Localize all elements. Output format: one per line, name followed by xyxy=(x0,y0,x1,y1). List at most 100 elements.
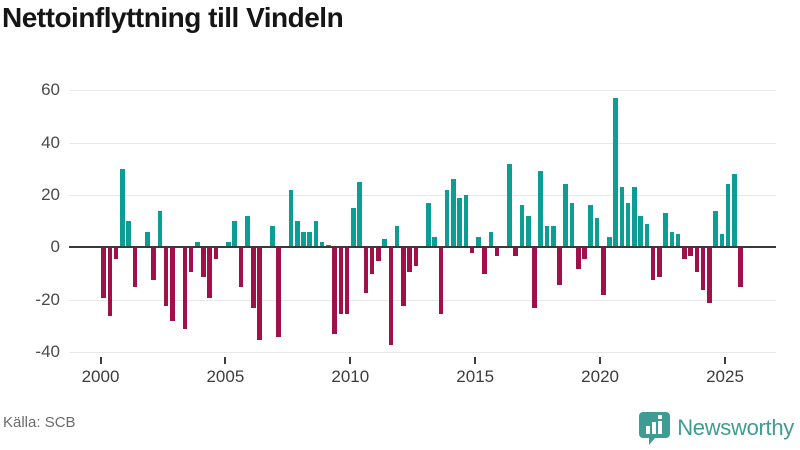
y-tick-label: 60 xyxy=(41,80,60,100)
x-tick-mark xyxy=(99,357,102,364)
chart-title: Nettoinflyttning till Vindeln xyxy=(2,2,344,33)
bar-2019-q2 xyxy=(582,248,587,259)
bar-2023-q1 xyxy=(675,234,681,248)
bar-2011-q3 xyxy=(388,248,394,345)
x-tick-mark xyxy=(474,357,477,364)
bar-2006-q1 xyxy=(251,248,256,309)
bar-2006-q2 xyxy=(257,248,263,340)
x-tick-label: 2000 xyxy=(81,367,120,386)
bar-2014-q3 xyxy=(463,194,469,248)
bar-2012-q3 xyxy=(413,248,419,267)
zero-line xyxy=(69,246,776,249)
gridline xyxy=(69,194,776,196)
bar-2003-q2 xyxy=(182,248,188,330)
x-tick-label: 2015 xyxy=(456,367,495,386)
bar-2017-q4 xyxy=(544,226,550,248)
bar-2023-q2 xyxy=(682,248,687,259)
bar-2016-q2 xyxy=(507,163,512,248)
bar-2021-q1 xyxy=(625,202,631,248)
bar-2008-q4 xyxy=(319,241,325,248)
bar-2009-q1 xyxy=(326,244,331,248)
bar-2000-q3 xyxy=(113,248,119,259)
bar-2019-q4 xyxy=(594,218,600,248)
bar-2010-q2 xyxy=(357,181,362,248)
bar-2024-q3 xyxy=(713,210,718,248)
bar-2004-q3 xyxy=(213,248,219,259)
bar-2008-q3 xyxy=(313,221,319,248)
bar-2011-q1 xyxy=(376,248,381,262)
bar-2017-q1 xyxy=(525,215,531,248)
bar-2005-q3 xyxy=(238,248,244,288)
bar-2004-q1 xyxy=(201,248,206,277)
bar-2022-q1 xyxy=(650,248,656,280)
bar-2015-q4 xyxy=(494,248,500,257)
bar-2015-q2 xyxy=(482,248,487,275)
bar-2007-q1 xyxy=(276,248,281,338)
bar-2008-q1 xyxy=(301,231,306,248)
bar-2009-q2 xyxy=(332,248,337,335)
bar-2025-q3 xyxy=(738,248,743,288)
bar-2008-q2 xyxy=(307,231,312,248)
logo-wordmark: Newsworthy xyxy=(677,415,794,440)
bar-2010-q1 xyxy=(351,207,356,248)
bar-chart-pin-icon xyxy=(639,411,671,445)
bar-2018-q2 xyxy=(557,248,562,285)
bar-2020-q3 xyxy=(613,98,618,248)
bar-2000-q1 xyxy=(101,248,106,298)
gridline xyxy=(69,90,776,92)
bar-2021-q3 xyxy=(638,215,643,248)
bar-2014-q4 xyxy=(469,248,475,254)
bar-2014-q2 xyxy=(457,197,462,248)
bar-2012-q1 xyxy=(401,248,406,306)
bar-2018-q3 xyxy=(563,184,569,248)
bar-2006-q4 xyxy=(269,226,275,248)
bar-2002-q3 xyxy=(163,248,169,306)
bar-2001-q1 xyxy=(126,221,131,248)
newsworthy-logo: Newsworthy xyxy=(639,411,794,445)
bar-2004-q2 xyxy=(207,248,213,298)
bar-2005-q4 xyxy=(244,215,250,248)
bar-2025-q1 xyxy=(725,184,731,248)
y-tick-label: 40 xyxy=(41,132,60,152)
x-tick-mark xyxy=(224,357,227,364)
bar-2009-q3 xyxy=(338,248,344,314)
bar-2024-q2 xyxy=(707,248,712,304)
x-tick-mark xyxy=(349,357,352,364)
x-tick-mark xyxy=(724,357,726,364)
bar-2007-q3 xyxy=(288,189,294,248)
bar-2010-q3 xyxy=(363,248,369,293)
bar-2015-q1 xyxy=(476,236,481,248)
y-tick-label: 20 xyxy=(41,184,60,204)
bar-2016-q4 xyxy=(519,205,525,248)
bar-2003-q4 xyxy=(194,241,200,248)
y-tick-label: -20 xyxy=(35,289,60,309)
bar-2023-q4 xyxy=(694,248,700,272)
bar-2005-q1 xyxy=(226,241,231,248)
bar-2002-q4 xyxy=(170,248,175,322)
x-tick-mark xyxy=(599,357,602,364)
bar-2022-q4 xyxy=(669,231,675,248)
bar-2002-q2 xyxy=(157,210,163,248)
y-tick-label: 0 xyxy=(50,237,60,257)
bar-2020-q2 xyxy=(607,236,612,248)
x-tick-label: 2005 xyxy=(206,367,245,386)
bar-2018-q4 xyxy=(569,202,575,248)
x-tick-label: 2020 xyxy=(581,367,619,386)
bar-2013-q1 xyxy=(426,202,431,248)
source-label: Källa: SCB xyxy=(3,414,76,431)
bar-2007-q4 xyxy=(294,221,300,248)
bar-2022-q3 xyxy=(663,213,668,248)
bar-2024-q1 xyxy=(700,248,706,291)
bar-2011-q2 xyxy=(382,239,387,248)
bar-2012-q2 xyxy=(407,248,412,272)
y-tick-label: -40 xyxy=(35,341,60,361)
bar-2022-q2 xyxy=(657,248,662,277)
gridline xyxy=(69,299,776,301)
gridline xyxy=(69,142,776,144)
gridline xyxy=(69,351,776,353)
bar-2001-q2 xyxy=(132,248,138,288)
bar-2017-q3 xyxy=(538,171,544,248)
bar-2000-q4 xyxy=(120,168,125,248)
bar-2021-q2 xyxy=(632,187,637,248)
